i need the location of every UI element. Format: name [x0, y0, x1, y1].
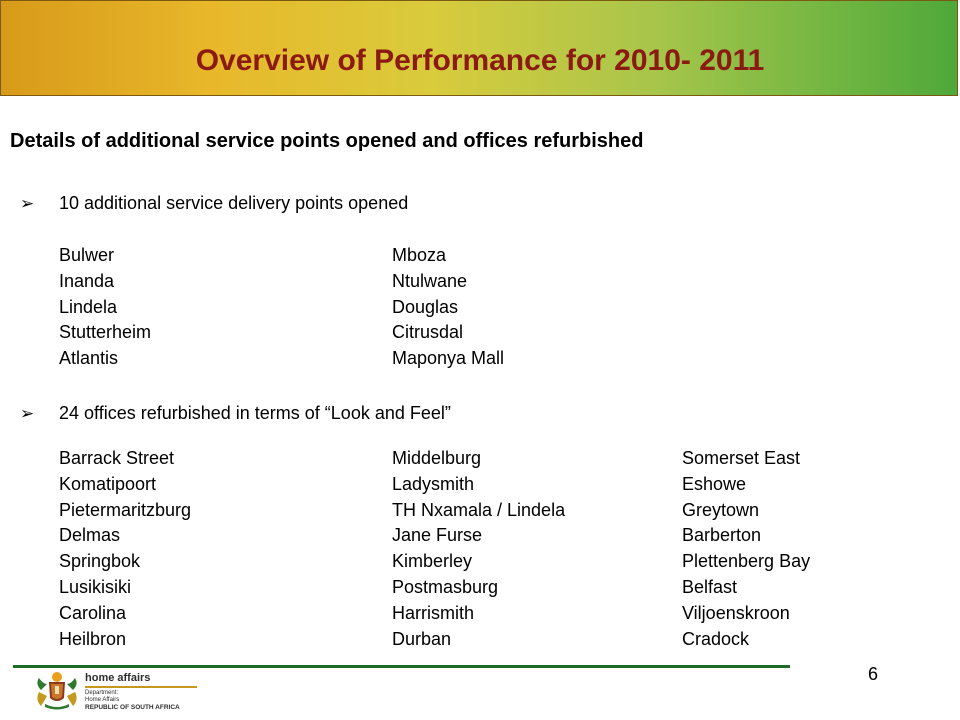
logo-text: home affairs Department: Home Affairs RE… — [85, 672, 197, 712]
list-item: Durban — [392, 628, 452, 649]
logo-brand: home affairs — [85, 672, 151, 684]
list-item: Maponya Mall — [392, 348, 505, 369]
offices-column-3: Somerset East Eshowe Greytown Barberton … — [682, 446, 810, 652]
list-item: Belfast — [682, 576, 738, 597]
home-affairs-logo: home affairs Department: Home Affairs RE… — [33, 670, 233, 714]
logo-line-1: Department: — [85, 690, 119, 696]
list-item: Barberton — [682, 525, 762, 546]
list-item: Lusikisiki — [59, 576, 132, 597]
list-item: Ladysmith — [392, 473, 475, 494]
service-points-column-2: Mboza Ntulwane Douglas Citrusdal Maponya… — [392, 243, 504, 372]
footer-divider — [13, 665, 790, 668]
list-item: Eshowe — [682, 473, 747, 494]
page-number: 6 — [868, 664, 879, 684]
bullet-text: 24 offices refurbished in terms of “Look… — [59, 403, 451, 423]
offices-column-2: Middelburg Ladysmith TH Nxamala / Lindel… — [392, 446, 565, 652]
list-item: Douglas — [392, 296, 459, 317]
list-item: Kimberley — [392, 551, 473, 572]
list-item: Atlantis — [59, 348, 119, 369]
list-item: Pietermaritzburg — [59, 499, 192, 520]
header-banner: Overview of Performance for 2010- 2011 — [0, 0, 958, 96]
arrow-bullet-icon: ➢ — [20, 194, 35, 214]
list-item: Cradock — [682, 628, 750, 649]
list-item: Bulwer — [59, 245, 115, 265]
list-item: Plettenberg Bay — [682, 551, 811, 572]
logo-line-3: REPUBLIC OF SOUTH AFRICA — [85, 704, 180, 711]
coat-of-arms-icon — [37, 672, 77, 710]
arrow-bullet-icon: ➢ — [20, 404, 35, 424]
list-item: Heilbron — [59, 628, 127, 649]
offices-column-1: Barrack Street Komatipoort Pietermaritzb… — [59, 446, 191, 652]
list-item: Greytown — [682, 499, 760, 520]
list-item: Postmasburg — [392, 576, 499, 597]
list-item: Jane Furse — [392, 525, 483, 546]
list-item: Ntulwane — [392, 270, 468, 291]
list-item: Lindela — [59, 296, 118, 317]
list-item: Somerset East — [682, 448, 801, 468]
list-item: Stutterheim — [59, 322, 152, 343]
list-item: Harrismith — [392, 602, 475, 623]
list-item: Citrusdal — [392, 322, 464, 343]
list-item: Komatipoort — [59, 473, 157, 494]
list-item: Springbok — [59, 551, 141, 572]
logo-divider — [85, 686, 197, 688]
section-subtitle: Details of additional service points ope… — [10, 130, 644, 152]
list-item: Mboza — [392, 245, 447, 265]
list-item: Barrack Street — [59, 448, 175, 468]
service-points-column-1: Bulwer Inanda Lindela Stutterheim Atlant… — [59, 243, 151, 372]
list-item: Carolina — [59, 602, 127, 623]
list-item: TH Nxamala / Lindela — [392, 499, 566, 520]
list-item: Viljoenskroon — [682, 602, 790, 623]
list-item: Middelburg — [392, 448, 482, 468]
list-item: Delmas — [59, 525, 121, 546]
page-title: Overview of Performance for 2010- 2011 — [195, 44, 765, 77]
logo-line-2: Home Affairs — [85, 697, 120, 703]
list-item: Inanda — [59, 270, 115, 291]
bullet-text: 10 additional service delivery points op… — [59, 193, 409, 213]
